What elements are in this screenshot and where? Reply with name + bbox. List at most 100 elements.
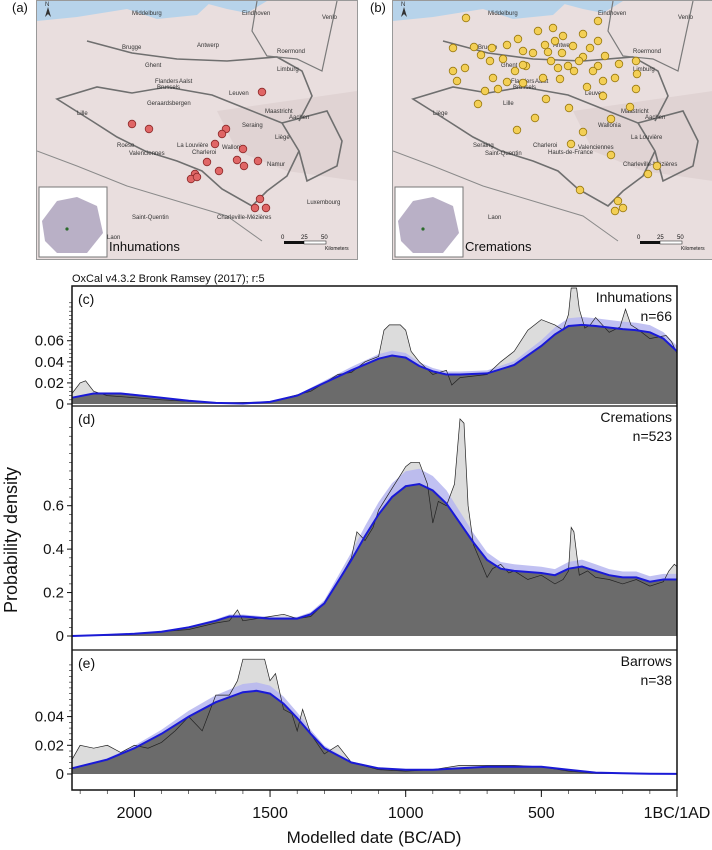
place-label: Lille [503, 101, 514, 107]
site-marker [541, 94, 551, 104]
site-marker [557, 48, 567, 58]
place-label: Roermond [277, 49, 305, 55]
map-cremations: Middelburg Eindhoven Venlo Brugge Antwerp Roe… [392, 0, 712, 260]
model-mean-line [71, 323, 678, 405]
luxembourg-border [637, 110, 699, 183]
site-marker [476, 50, 486, 60]
site-marker [461, 13, 471, 23]
site-marker [625, 102, 635, 112]
site-marker [257, 87, 267, 97]
site-marker [618, 203, 628, 213]
country-border [55, 86, 300, 207]
site-marker [550, 36, 560, 46]
place-label: Flanders [155, 79, 178, 85]
site-marker [498, 54, 508, 64]
scale-bar-black [284, 241, 304, 244]
site-marker [606, 150, 616, 160]
river-line [37, 150, 263, 242]
panel-count-label: n=38 [640, 672, 672, 688]
x-tick-label: 2000 [117, 805, 153, 822]
site-marker [238, 144, 248, 154]
site-marker [255, 194, 265, 204]
y-tick-label: 0.04 [35, 354, 64, 371]
site-marker [144, 124, 154, 134]
estuary-area [553, 1, 623, 13]
site-marker [610, 206, 620, 216]
site-marker [564, 103, 574, 113]
panel-count-label: n=66 [640, 308, 672, 324]
north-arrow-icon [45, 7, 51, 17]
map-title: Cremations [465, 239, 532, 254]
place-label: Middelburg [132, 11, 162, 17]
place-label: Brugge [122, 45, 142, 51]
panel-cremations: 0 0.2 0.4 0.6 (d) Cremations n=523 [43, 405, 678, 645]
panel-letter: (e) [78, 655, 95, 671]
site-marker [610, 73, 620, 83]
panel-barrows: 0 0.02 0.04 (e) Barrows n=38 [35, 649, 678, 783]
site-marker [593, 16, 603, 26]
scale-label: 0 [637, 235, 641, 241]
y-tick-label: 0 [56, 396, 64, 413]
site-marker [250, 203, 260, 213]
country-border [411, 86, 656, 207]
model-mean-line [71, 482, 677, 637]
site-marker [493, 84, 503, 94]
place-label: Geraardsbergen [147, 101, 191, 107]
relief-shade [573, 91, 712, 181]
scale-label: 25 [657, 235, 664, 241]
model-mean-line [71, 689, 678, 775]
place-label: Seraing [473, 143, 494, 149]
site-marker [548, 23, 558, 33]
x-tick-label: 1BC/1AD [644, 805, 711, 822]
x-tick-label: 1500 [252, 805, 288, 822]
site-marker [448, 66, 458, 76]
place-label: Valenciennes [129, 151, 165, 157]
site-marker [202, 157, 212, 167]
site-marker [518, 46, 528, 56]
place-label: Lille [77, 111, 88, 117]
place-label: Roese [117, 143, 135, 149]
place-label: Charleroi [533, 143, 557, 149]
y-tick-label: 0.2 [43, 585, 64, 602]
site-marker [566, 139, 576, 149]
site-marker [469, 42, 479, 52]
site-marker [192, 172, 202, 182]
place-label: Leuven [585, 91, 605, 97]
site-marker [448, 43, 458, 53]
scale-unit-label: Kilometers [325, 246, 349, 252]
site-marker [543, 47, 553, 57]
site-marker [632, 69, 642, 79]
place-label: Limburg [277, 67, 299, 73]
place-label: Aachen [645, 115, 665, 121]
map-title: Inhumations [109, 239, 180, 254]
oxcal-header: OxCal v4.3.2 Bronk Ramsey (2017); r:5 [72, 273, 265, 285]
site-marker [480, 86, 490, 96]
place-label: Venlo [322, 15, 338, 21]
inset-europe [42, 197, 103, 253]
place-label: Saint-Quentin [132, 215, 169, 221]
site-marker [217, 129, 227, 139]
place-label: Namur [267, 162, 285, 168]
x-axis-title: Modelled date (BC/AD) [287, 828, 462, 847]
site-marker [540, 40, 550, 50]
site-marker [553, 63, 563, 73]
site-marker [528, 48, 538, 58]
site-marker [631, 56, 641, 66]
luxembourg-border [281, 110, 343, 183]
place-label: Eindhoven [242, 11, 270, 17]
place-label: Limburg [633, 67, 655, 73]
y-tick-label: 0.6 [43, 498, 64, 515]
site-marker [606, 114, 616, 124]
site-marker [652, 161, 662, 171]
north-label: N [401, 2, 405, 8]
place-label: Luxembourg [307, 200, 340, 206]
inset-location-marker [421, 227, 425, 231]
inset-location-marker [65, 227, 69, 231]
site-marker [578, 29, 588, 39]
inset-europe [398, 197, 459, 253]
site-marker [538, 73, 548, 83]
place-label: Charleroi [192, 150, 216, 156]
panel-letter-a: (a) [12, 0, 28, 15]
place-label: La Louvière [631, 135, 663, 141]
